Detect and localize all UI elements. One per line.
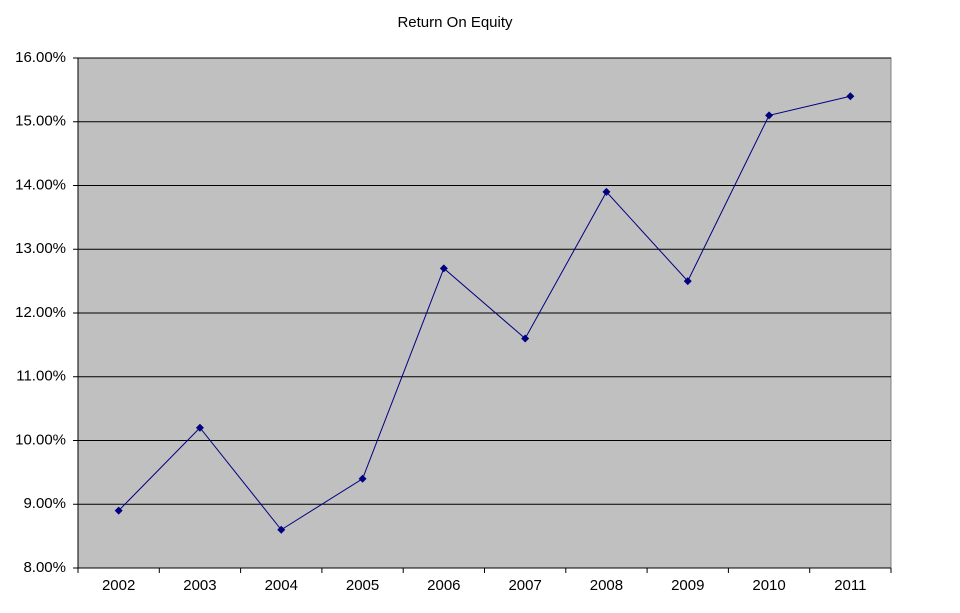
- marker: [358, 474, 367, 483]
- x-tick-label: 2002: [102, 577, 135, 594]
- marker: [521, 334, 530, 343]
- x-tick-label: 2010: [752, 577, 785, 594]
- marker: [439, 264, 448, 273]
- y-tick-label: 12.00%: [15, 304, 66, 321]
- marker: [277, 525, 286, 534]
- x-tick-label: 2007: [508, 577, 541, 594]
- chart-title: Return On Equity: [397, 14, 513, 31]
- x-tick-label: 2003: [183, 577, 216, 594]
- y-tick-label: 9.00%: [23, 495, 66, 512]
- marker: [683, 277, 692, 286]
- x-tick-label: 2005: [346, 577, 379, 594]
- marker: [195, 423, 204, 432]
- x-tick-label: 2011: [834, 577, 866, 594]
- y-tick-label: 8.00%: [23, 559, 66, 576]
- marker: [602, 187, 611, 196]
- y-tick-label: 15.00%: [15, 113, 66, 130]
- y-tick-label: 13.00%: [15, 240, 66, 257]
- x-tick-label: 2009: [671, 577, 704, 594]
- marker: [846, 92, 855, 101]
- y-tick-label: 10.00%: [15, 431, 66, 448]
- y-tick-label: 16.00%: [15, 49, 66, 66]
- y-tick-label: 11.00%: [16, 368, 66, 385]
- x-tick-label: 2006: [427, 577, 460, 594]
- marker: [765, 111, 774, 120]
- series-line: [118, 95, 851, 531]
- x-tick-label: 2008: [590, 577, 623, 594]
- marker: [114, 506, 123, 515]
- y-tick-label: 14.00%: [15, 176, 66, 193]
- x-tick-label: 2004: [265, 577, 298, 594]
